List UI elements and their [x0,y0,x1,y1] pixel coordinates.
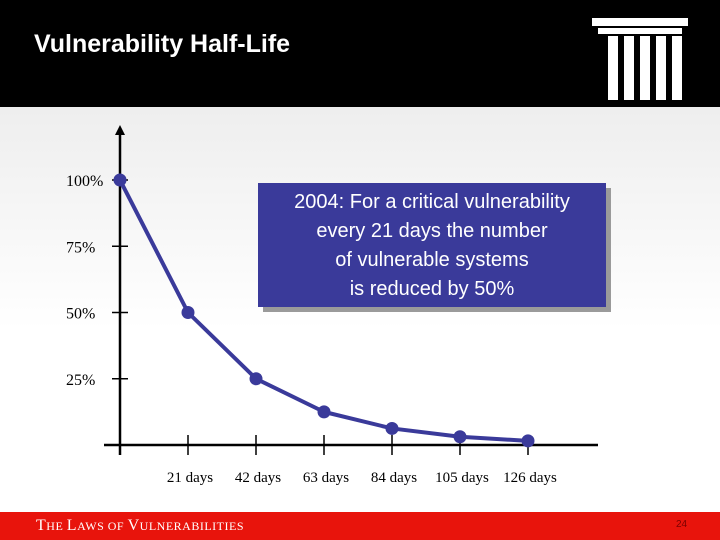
footer-title-part: AWS OF [77,519,128,533]
header-bar: Vulnerability Half-Life [0,0,720,107]
data-point [521,434,535,448]
data-point [317,405,331,419]
callout-line: of vulnerable systems [335,249,529,271]
data-point [249,372,263,386]
x-tick-label: 42 days [235,470,281,486]
x-tick-label: 63 days [303,470,349,486]
footer-title-part: T [36,517,47,534]
x-tick-label: 84 days [371,470,417,486]
x-tick-label: 126 days [503,470,557,486]
data-point [385,421,399,435]
data-point [181,306,195,319]
page-number: 24 [676,519,688,530]
footer-title-part: V [127,517,140,534]
footer-title: THE LAWS OF VULNERABILITIES [36,517,244,535]
y-axis-arrow [115,125,125,135]
chart-axes [104,125,598,455]
slide-title: Vulnerability Half-Life [34,30,291,58]
callout-line: 2004: For a critical vulnerability [294,191,570,213]
x-tick-label: 105 days [435,470,489,486]
footer-title-part: ULNERABILITIES [139,519,244,533]
x-tick-label: 21 days [167,470,213,486]
column-pillar-icon [592,18,688,100]
footer-bar: THE LAWS OF VULNERABILITIES 24 [0,512,720,540]
x-ticks: 21 days 42 days 63 days 84 days 105 days 126 … [167,435,557,486]
callout-line: every 21 days the number [316,220,548,242]
y-tick-label: 100% [66,173,103,190]
y-tick-label: 75% [66,239,95,256]
footer-title-part: HE [46,519,67,533]
y-tick-label: 25% [66,372,95,389]
y-tick-label: 50% [66,306,95,323]
footer-title-part: L [66,517,78,534]
data-points [113,173,535,448]
data-point [113,173,127,187]
callout-line: is reduced by 50% [349,278,515,300]
data-point [453,430,467,444]
y-ticks: 100% 75% 50% 25% [66,173,128,389]
half-life-callout: 2004: For a critical vulnerability every… [258,183,606,307]
